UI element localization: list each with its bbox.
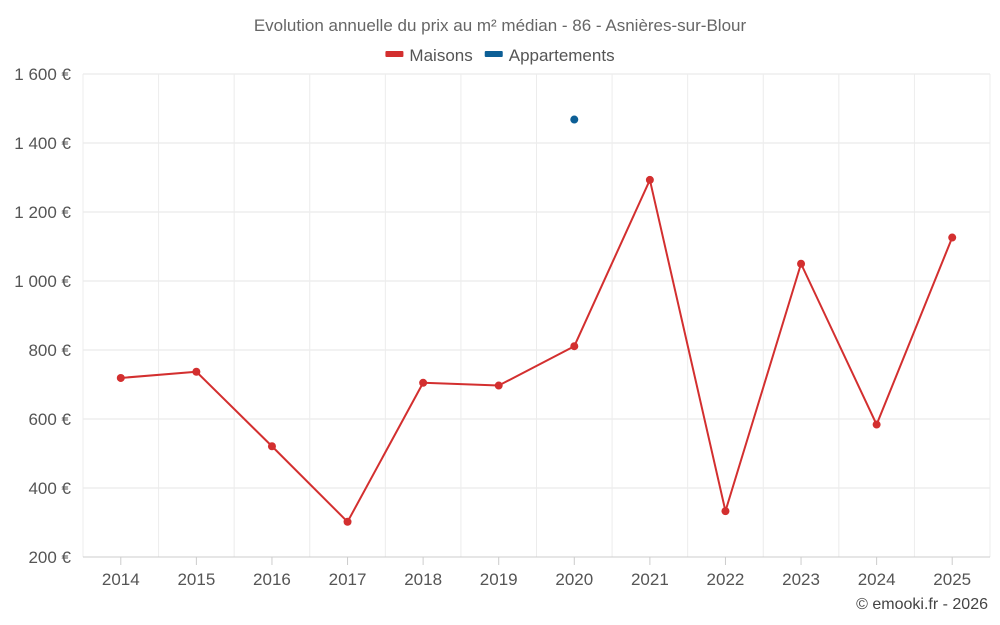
x-tick-label: 2018 [404,570,442,589]
legend: Maisons Appartements [385,46,615,65]
data-point-maisons[interactable] [343,517,352,526]
credit-text: © emooki.fr - 2026 [856,596,988,613]
data-point-appartements[interactable] [570,115,579,124]
legend-swatch-maisons [385,51,404,57]
chart-title: Evolution annuelle du prix au m² médian … [254,16,747,35]
y-tick-label: 200 € [28,548,71,567]
grid [82,73,991,557]
data-point-maisons[interactable] [494,381,503,390]
y-tick-label: 1 600 € [14,65,71,84]
data-point-maisons[interactable] [948,233,957,242]
x-tick-label: 2023 [782,570,820,589]
data-point-maisons[interactable] [570,342,579,351]
y-tick-label: 1 000 € [14,272,71,291]
x-tick-label: 2017 [329,570,367,589]
data-point-maisons[interactable] [116,373,125,382]
legend-label-maisons[interactable]: Maisons [409,46,472,65]
series-line-maisons [120,178,954,523]
y-tick-label: 600 € [28,410,71,429]
data-point-maisons[interactable] [267,442,276,451]
y-tick-label: 1 400 € [14,134,71,153]
data-point-maisons[interactable] [721,507,730,516]
axes: 200 € 400 € 600 € 800 € 1 000 € 1 200 € 1 400 … [14,65,990,589]
y-tick-label: 800 € [28,341,71,360]
x-tick-label: 2019 [480,570,518,589]
data-point-maisons[interactable] [872,420,881,429]
y-tick-label: 400 € [28,479,71,498]
legend-swatch-appartements [484,51,503,57]
legend-label-appartements[interactable]: Appartements [509,46,615,65]
x-tick-label: 2025 [933,570,971,589]
series-layer [116,115,957,526]
x-tick-label: 2022 [707,570,745,589]
x-tick-label: 2020 [555,570,593,589]
y-tick-label: 1 200 € [14,203,71,222]
x-tick-label: 2014 [102,570,140,589]
data-point-maisons[interactable] [419,378,428,387]
x-tick-label: 2024 [858,570,896,589]
data-point-maisons[interactable] [797,259,806,268]
x-tick-label: 2021 [631,570,669,589]
data-point-maisons[interactable] [645,175,654,184]
x-tick-label: 2015 [177,570,215,589]
data-point-maisons[interactable] [192,367,201,376]
x-tick-label: 2016 [253,570,291,589]
